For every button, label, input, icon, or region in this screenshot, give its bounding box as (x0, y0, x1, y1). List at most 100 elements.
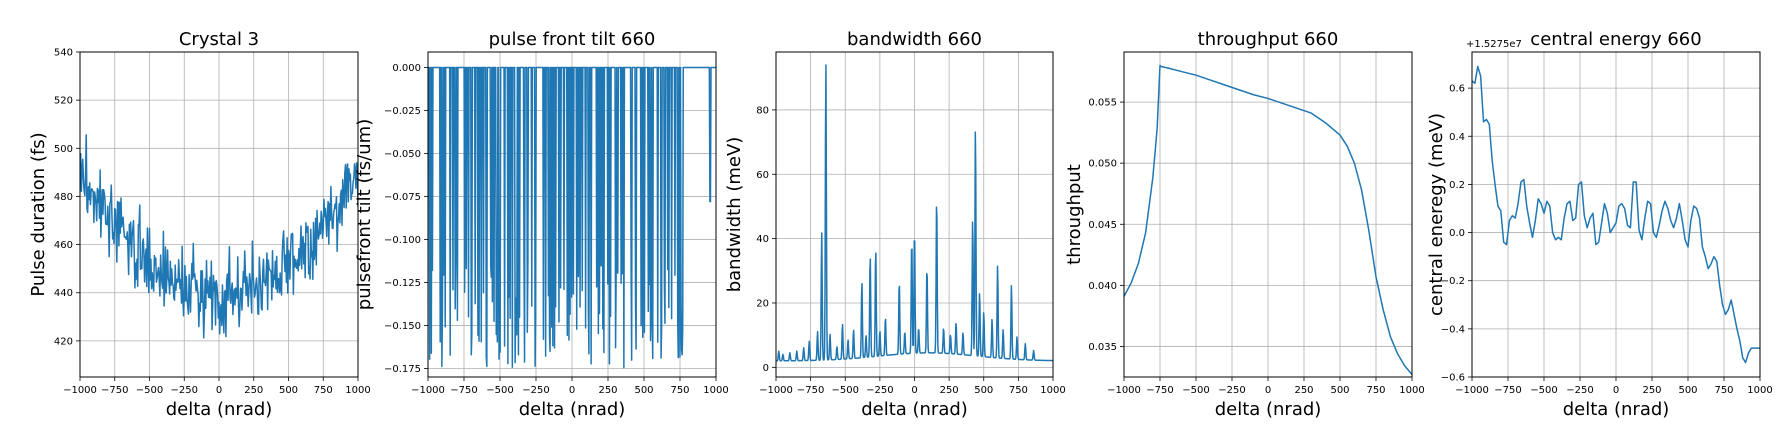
y-tick-label: 420 (54, 336, 73, 347)
x-tick-label: 1000 (1040, 385, 1065, 396)
x-tick-label: 750 (670, 385, 689, 396)
grid (79, 51, 359, 377)
x-tick-label: −500 (832, 385, 859, 396)
x-tick-label: 0 (216, 385, 222, 396)
x-tick-label: −500 (136, 385, 163, 396)
y-tick-label: 0.050 (1088, 159, 1117, 170)
y-axis-label: Pulse duration (fs) (28, 132, 49, 296)
x-tick-label: 250 (1642, 385, 1661, 396)
x-tick-label: 500 (974, 385, 993, 396)
x-tick-label: 250 (940, 385, 959, 396)
y-tick-label: −0.050 (384, 149, 421, 160)
series-line (80, 134, 358, 339)
x-tick-label: −250 (522, 385, 549, 396)
x-tick-label: −250 (1218, 385, 1245, 396)
x-tick-label: 0 (911, 385, 917, 396)
series-line (1124, 64, 1412, 376)
x-axis-label: delta (nrad) (519, 399, 626, 420)
y-tick-label: 0.055 (1088, 98, 1117, 109)
x-tick-label: 500 (1678, 385, 1697, 396)
y-tick-label: 460 (54, 240, 73, 251)
panel-title: Crystal 3 (179, 29, 259, 50)
y-tick-label: 0.2 (1449, 180, 1465, 191)
y-tick-label: −0.075 (384, 192, 421, 203)
y-tick-label: 0 (763, 363, 769, 374)
y-tick-label: 0.6 (1449, 84, 1465, 95)
y-tick-label: −0.150 (384, 321, 421, 332)
y-tick-label: 40 (756, 234, 769, 245)
x-tick-label: −500 (1530, 385, 1557, 396)
y-axis-label: throughput (1064, 164, 1085, 265)
y-axis-label: pulsefront tilt (fs/um) (354, 119, 375, 310)
x-tick-label: 250 (244, 385, 263, 396)
x-tick-label: −1000 (1107, 385, 1141, 396)
grid (1123, 52, 1413, 377)
y-tick-label: −0.175 (384, 364, 421, 375)
x-tick-label: 750 (1714, 385, 1733, 396)
x-tick-label: −1000 (63, 385, 97, 396)
x-tick-label: 0 (569, 385, 575, 396)
y-tick-label: 440 (54, 288, 73, 299)
x-tick-label: 250 (598, 385, 617, 396)
y-tick-label: −0.6 (1441, 373, 1465, 384)
x-axis-label: delta (nrad) (861, 399, 968, 420)
y-tick-label: 0.0 (1449, 228, 1465, 239)
y-tick-label: −0.025 (384, 106, 421, 117)
y-tick-label: 80 (756, 105, 769, 116)
x-tick-label: −250 (171, 385, 198, 396)
y-tick-label: −0.100 (384, 235, 421, 246)
y-tick-label: 520 (54, 96, 73, 107)
panel-title: bandwidth 660 (847, 29, 982, 50)
y-offset-label: +1.5275e7 (1466, 39, 1522, 50)
x-tick-label: −500 (1182, 385, 1209, 396)
x-tick-label: 250 (1294, 385, 1313, 396)
panel-1: −1000 −750 −500 −250 0 250 500 750 1000 420 440 460… (28, 29, 371, 420)
x-axis-label: delta (nrad) (1215, 399, 1322, 420)
x-tick-label: 500 (634, 385, 653, 396)
y-tick-label: 0.040 (1088, 281, 1117, 292)
x-tick-label: −750 (797, 385, 824, 396)
y-axis-label: bandwidth (meV) (724, 137, 745, 293)
panel-title: central energy 660 (1530, 29, 1701, 50)
series-line (428, 66, 716, 369)
x-tick-label: −250 (1566, 385, 1593, 396)
x-tick-label: −750 (450, 385, 477, 396)
x-tick-label: 1000 (1747, 385, 1772, 396)
x-tick-label: 750 (314, 385, 333, 396)
panel-title: throughput 660 (1198, 29, 1339, 50)
series-line (776, 64, 1053, 362)
x-tick-label: −750 (1494, 385, 1521, 396)
x-tick-label: −1000 (1455, 385, 1489, 396)
x-tick-label: 500 (1330, 385, 1349, 396)
panel-title: pulse front tilt 660 (489, 29, 656, 50)
x-tick-label: −250 (866, 385, 893, 396)
x-tick-label: 750 (1366, 385, 1385, 396)
y-tick-label: 500 (54, 144, 73, 155)
panel-4: −1000 −750 −500 −250 0 250 500 750 1000 0.035 0.04… (1064, 29, 1425, 420)
x-axis-label: delta (nrad) (1563, 399, 1670, 420)
x-tick-label: 1000 (703, 385, 728, 396)
x-tick-label: 1000 (345, 385, 370, 396)
y-tick-label: −0.4 (1441, 324, 1465, 335)
panel-3: −1000 −750 −500 −250 0 250 500 750 1000 0 20 40 60 80… (724, 29, 1066, 420)
x-tick-label: −1000 (411, 385, 445, 396)
panel-2: −1000 −750 −500 −250 0 250 500 750 1000 −0.175 −0.… (354, 29, 729, 420)
x-tick-label: 1000 (1399, 385, 1424, 396)
y-tick-label: 60 (756, 170, 769, 181)
y-tick-label: −0.125 (384, 278, 421, 289)
y-tick-label: −0.2 (1441, 276, 1465, 287)
y-tick-label: 0.035 (1088, 342, 1117, 353)
x-tick-label: 0 (1613, 385, 1619, 396)
y-tick-label: 540 (54, 48, 73, 59)
x-tick-label: 750 (1009, 385, 1028, 396)
y-tick-label: 0.045 (1088, 220, 1117, 231)
x-tick-label: −500 (486, 385, 513, 396)
panel-5: −1000 −750 −500 −250 0 250 500 750 1000 −0.6 −0.4 −… (1426, 29, 1773, 420)
y-axis-label: central eneregy (meV) (1426, 113, 1447, 316)
y-tick-label: 0.4 (1449, 132, 1465, 143)
y-tick-label: 20 (756, 298, 769, 309)
series-line (1472, 65, 1760, 364)
x-tick-label: −750 (1146, 385, 1173, 396)
x-tick-label: −750 (101, 385, 128, 396)
